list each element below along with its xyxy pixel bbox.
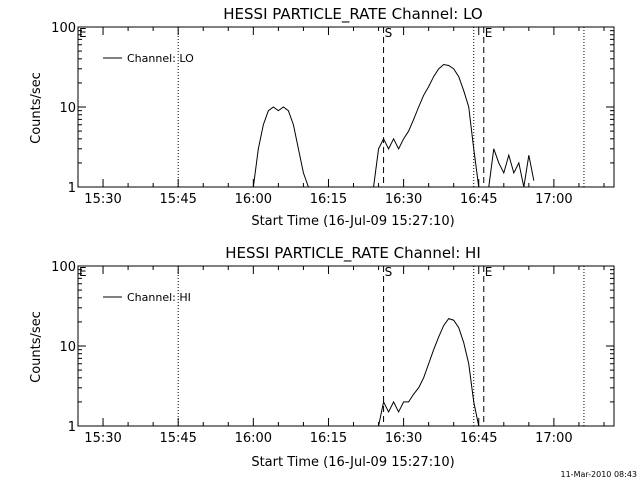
y-tick-label-hi: 1 xyxy=(68,420,76,435)
x-tick-label-hi: 15:30 xyxy=(84,431,121,446)
x-tick-label-lo: 17:00 xyxy=(535,192,572,207)
x-tick-label-lo: 16:30 xyxy=(385,192,422,207)
y-tick-label-lo: 100 xyxy=(51,21,76,36)
legend-label-lo: Channel: LO xyxy=(127,52,194,65)
plot-frame-lo xyxy=(77,26,615,188)
x-tick-label-hi: 16:15 xyxy=(310,431,347,446)
panel-lo: HESSI PARTICLE_RATE Channel: LO Start Ti… xyxy=(29,5,483,229)
x-tick-label-hi: 15:45 xyxy=(159,431,196,446)
chart-title-lo: HESSI PARTICLE_RATE Channel: LO xyxy=(223,5,482,24)
plot-timestamp: 11-Mar-2010 08:43 xyxy=(561,470,638,479)
x-tick-label-lo: 16:45 xyxy=(460,192,497,207)
marker-label-s-hi: S xyxy=(385,265,393,279)
y-axis-label-hi: Counts/sec xyxy=(29,311,44,383)
marker-label-e-hi: E xyxy=(79,265,87,279)
x-axis-label-lo: Start Time (16-Jul-09 15:27:10) xyxy=(251,214,454,229)
legend-label-hi: Channel: HI xyxy=(127,291,191,304)
chart-title-hi: HESSI PARTICLE_RATE Channel: HI xyxy=(225,244,481,263)
plot-frame-hi xyxy=(77,265,615,427)
marker-label-e-lo: E xyxy=(79,26,87,40)
x-tick-label-hi: 16:00 xyxy=(235,431,272,446)
x-tick-label-hi: 16:45 xyxy=(460,431,497,446)
y-tick-label-hi: 100 xyxy=(51,260,76,275)
marker-label-e-lo: E xyxy=(485,26,493,40)
x-tick-label-hi: 17:00 xyxy=(535,431,572,446)
y-axis-label-lo: Counts/sec xyxy=(29,72,44,144)
x-tick-label-lo: 15:45 xyxy=(159,192,196,207)
y-tick-label-lo: 10 xyxy=(59,101,76,116)
marker-label-e-hi: E xyxy=(485,265,493,279)
series-line-lo-0 xyxy=(252,63,535,188)
series-line-hi-0 xyxy=(378,318,480,427)
x-axis-label-hi: Start Time (16-Jul-09 15:27:10) xyxy=(251,455,454,470)
x-tick-label-lo: 15:30 xyxy=(84,192,121,207)
x-tick-label-hi: 16:30 xyxy=(385,431,422,446)
y-tick-label-lo: 1 xyxy=(68,181,76,196)
x-tick-label-lo: 16:15 xyxy=(310,192,347,207)
panel-hi: HESSI PARTICLE_RATE Channel: HI Start Ti… xyxy=(29,244,481,470)
x-tick-label-lo: 16:00 xyxy=(235,192,272,207)
marker-label-s-lo: S xyxy=(385,26,393,40)
y-tick-label-hi: 10 xyxy=(59,340,76,355)
